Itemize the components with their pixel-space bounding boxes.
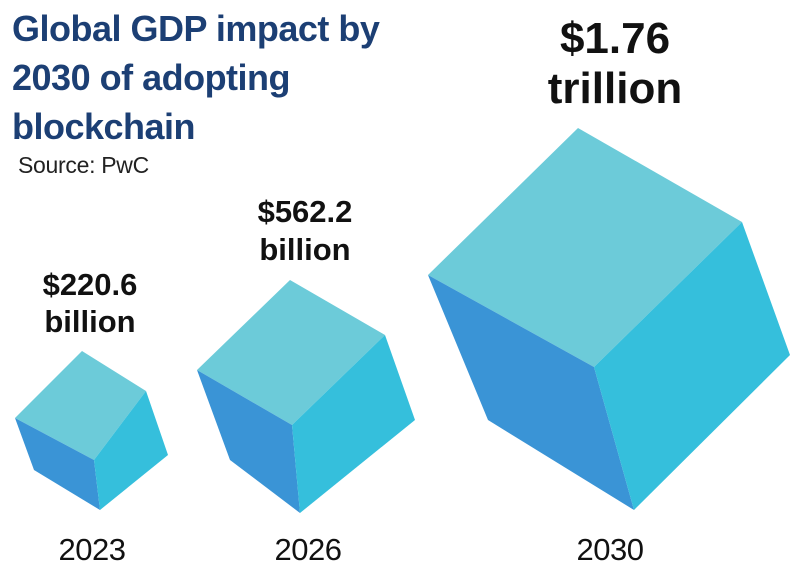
- cube-2026: [197, 280, 415, 513]
- category-label-2023: 2023: [58, 532, 126, 567]
- cube-2026-left: [197, 370, 300, 513]
- cube-2030-left: [428, 275, 634, 510]
- value-label-2030: $1.76 trillion: [500, 14, 730, 114]
- cube-2026-right: [292, 335, 415, 513]
- value-unit-2026: billion: [259, 232, 351, 267]
- cube-2030-top: [428, 128, 742, 367]
- category-label-2026: 2026: [274, 532, 342, 567]
- value-amount-2026: $562.2: [257, 194, 353, 229]
- cube-2030-right: [594, 222, 790, 510]
- value-label-2023: $220.6 billion: [15, 266, 165, 340]
- category-label-2030: 2030: [576, 532, 644, 567]
- chart-title: Global GDP impact by 2030 of adopting bl…: [12, 8, 380, 147]
- value-unit-2030: trillion: [547, 64, 683, 113]
- chart-source: Source: PwC: [18, 152, 149, 178]
- cube-2023-right: [94, 391, 168, 510]
- cube-2023-top: [15, 351, 146, 460]
- cube-2030: [428, 128, 790, 510]
- value-amount-2030: $1.76: [559, 14, 671, 63]
- value-amount-2023: $220.6: [42, 267, 138, 302]
- value-label-2026: $562.2 billion: [210, 193, 400, 269]
- cube-2026-top: [197, 280, 385, 425]
- value-unit-2023: billion: [44, 304, 136, 339]
- cube-2023-left: [15, 418, 100, 510]
- cube-2023: [15, 351, 168, 510]
